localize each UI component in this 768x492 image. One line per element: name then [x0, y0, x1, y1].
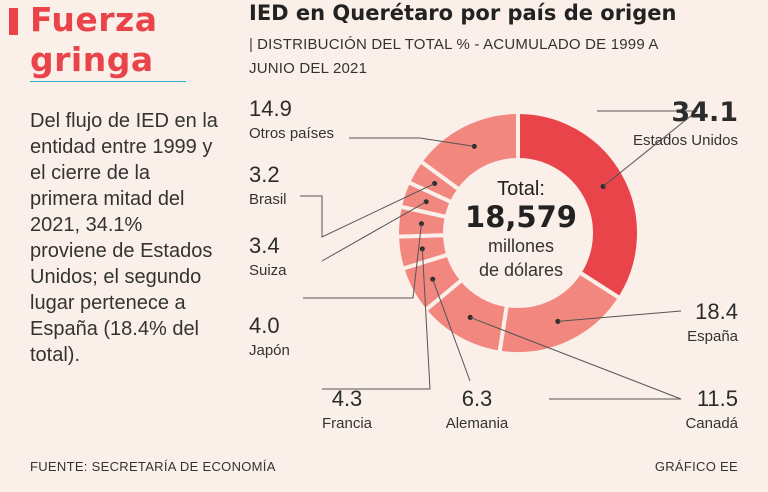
- leader-line-francia: [322, 248, 431, 390]
- slice-espana: [497, 269, 623, 356]
- slice-label-francia: Francia: [322, 415, 373, 432]
- leader-line-brasil: [300, 183, 435, 238]
- leader-line-otros-paises: [349, 137, 475, 147]
- intro-text: Del flujo de IED en la entidad entre 199…: [30, 110, 218, 366]
- leader-line-estados-unidos: [597, 110, 699, 187]
- chart-title: IED en Querétaro por país de origen: [249, 1, 677, 25]
- center-total-label: Total:: [497, 178, 545, 200]
- slice-label-japon: Japón: [249, 342, 290, 359]
- slice-label-suiza: Suiza: [249, 262, 287, 279]
- chart-subtitle: | DISTRIBUCIÓN DEL TOTAL % - ACUMULADO DE…: [249, 33, 689, 81]
- slice-label-alemania: Alemania: [446, 415, 509, 432]
- center-unit-line-1: millones: [488, 236, 554, 256]
- headline: Fuerza gringa: [30, 0, 158, 80]
- slice-label-brasil: Brasil: [249, 191, 287, 208]
- donut-center: Total: 18,579 millones de dólares: [465, 178, 577, 280]
- slice-label-canada: Canadá: [685, 415, 738, 432]
- slice-labels: 34.1 Estados Unidos 18.4 España 11.5 Canadá 6.…: [249, 96, 739, 432]
- leader-line-alemania: [432, 279, 471, 382]
- footer-credit: GRÁFICO EE: [654, 459, 738, 474]
- subtitle-separator: |: [249, 36, 254, 53]
- leader-line-japon: [303, 223, 422, 299]
- slice-label-estados-unidos: Estados Unidos: [633, 132, 738, 149]
- slice-value-suiza: 3.4: [249, 233, 280, 258]
- slice-label-espana: España: [687, 328, 739, 345]
- slice-value-otros-paises: 14.9: [249, 96, 292, 121]
- chart-subtitle-text: DISTRIBUCIÓN DEL TOTAL % - ACUMULADO DE …: [249, 36, 658, 77]
- headline-accent-bar: [9, 8, 18, 35]
- slice-value-canada: 11.5: [697, 386, 738, 411]
- leader-line-suiza: [321, 201, 427, 262]
- leader-line-canada: [470, 316, 682, 400]
- center-unit-line-2: de dólares: [479, 260, 563, 280]
- footer-source: FUENTE: SECRETARÍA DE ECONOMÍA: [30, 459, 276, 474]
- center-total-value: 18,579: [465, 200, 577, 234]
- headline-line-1: Fuerza: [30, 0, 158, 39]
- leader-line-espana: [557, 310, 682, 322]
- slice-label-otros-paises: Otros países: [249, 125, 334, 142]
- slice-value-estados-unidos: 34.1: [671, 97, 738, 128]
- slice-value-francia: 4.3: [332, 386, 363, 411]
- slice-value-alemania: 6.3: [462, 386, 493, 411]
- slice-value-brasil: 3.2: [249, 162, 280, 187]
- slice-value-japon: 4.0: [249, 313, 280, 338]
- headline-rule: [30, 81, 186, 82]
- slice-value-espana: 18.4: [695, 299, 738, 324]
- headline-line-2: gringa: [30, 40, 154, 79]
- leader-lines: [300, 110, 699, 400]
- slice-estados-unidos: [516, 109, 641, 302]
- slice-otros-paises: [417, 109, 520, 193]
